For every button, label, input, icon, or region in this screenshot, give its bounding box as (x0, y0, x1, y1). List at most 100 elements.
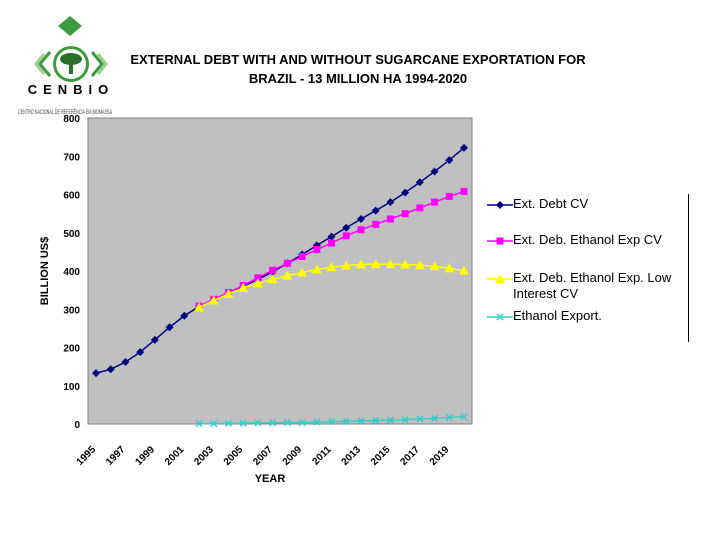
data-point (341, 260, 352, 270)
legend-label: Ext. Deb. Ethanol Exp. Low Interest CV (513, 270, 672, 301)
data-point (429, 261, 440, 271)
data-point (460, 187, 468, 195)
data-point (460, 143, 468, 152)
data-point (356, 214, 365, 223)
y-tick-label: 800 (63, 114, 80, 125)
data-point (298, 418, 306, 427)
data-point (327, 418, 336, 426)
x-tick-label: 2007 (251, 444, 275, 468)
data-point (459, 265, 469, 275)
data-point (297, 267, 308, 277)
data-point (328, 239, 336, 247)
data-point (313, 246, 321, 254)
data-point (150, 335, 159, 344)
data-point (415, 178, 424, 187)
legend-item: Ext. Deb. Ethanol Exp. Low Interest CV (483, 270, 693, 310)
legend-label: Ext. Deb. Ethanol Exp CV (513, 232, 662, 247)
data-point (239, 419, 247, 427)
data-point (416, 415, 424, 423)
y-tick-label: 600 (63, 191, 80, 202)
logo-emblem (34, 16, 108, 82)
data-point (445, 413, 453, 422)
data-point (269, 266, 277, 274)
data-point (224, 419, 233, 427)
legend-item: Ext. Deb. Ethanol Exp CV (483, 232, 693, 272)
data-point (254, 419, 262, 427)
data-point (372, 417, 380, 425)
y-tick-label: 400 (63, 267, 80, 278)
data-point (121, 358, 130, 367)
y-tick-label: 100 (63, 382, 80, 393)
data-point (326, 262, 337, 272)
data-point (430, 167, 439, 176)
chart-title-line-2: BRAZIL - 13 MILLION HA 1994-2020 (248, 71, 468, 86)
data-point (136, 348, 145, 357)
x-tick-label: 2003 (192, 444, 216, 468)
data-point (386, 215, 394, 223)
data-point (267, 274, 278, 284)
legend-marker (487, 313, 513, 321)
data-point (386, 416, 394, 424)
x-tick-label: 2001 (163, 444, 187, 468)
data-point (401, 188, 410, 197)
data-point (208, 295, 219, 305)
logo-name: CENBIO (28, 82, 114, 97)
legend-label: Ethanol Export. (513, 308, 602, 323)
x-tick-label: 2019 (428, 444, 452, 468)
data-point (92, 369, 100, 378)
data-point (342, 417, 350, 425)
data-point (311, 264, 322, 274)
data-point (401, 210, 409, 218)
data-point (355, 259, 366, 269)
data-point (254, 274, 262, 282)
x-tick-label: 1997 (104, 444, 128, 468)
y-axis-label: BILLION US$ (39, 237, 51, 305)
y-tick-label: 300 (63, 305, 80, 316)
data-point (372, 220, 380, 228)
data-point (180, 311, 189, 320)
data-point (298, 252, 306, 260)
data-point (371, 206, 380, 215)
data-point (431, 198, 439, 206)
y-tick-label: 200 (63, 344, 80, 355)
x-tick-label: 1999 (133, 444, 157, 468)
chart-title-line-1: EXTERNAL DEBT WITH AND WITHOUT SUGARCANE… (130, 52, 586, 67)
data-point (401, 416, 409, 424)
data-point (342, 232, 350, 240)
data-point (342, 223, 351, 232)
x-tick-label: 2011 (311, 444, 334, 467)
data-point (357, 417, 365, 425)
x-tick-label: 2005 (222, 444, 246, 468)
data-point (400, 259, 411, 269)
data-point (416, 204, 424, 212)
legend-marker (487, 201, 513, 209)
plot-area (87, 117, 473, 425)
data-point (238, 282, 249, 292)
data-point (165, 323, 174, 332)
data-point (460, 413, 468, 421)
legend-border (688, 194, 689, 342)
data-point (414, 260, 425, 270)
data-point (327, 232, 336, 241)
data-point (357, 226, 365, 234)
data-point (385, 259, 396, 269)
data-point (282, 270, 293, 280)
data-point (445, 192, 453, 200)
x-tick-label: 2015 (369, 444, 393, 468)
legend: Ext. Debt CV Ext. Deb. Ethanol Exp CV Ext.… (483, 190, 693, 342)
data-point (313, 418, 321, 426)
data-point (370, 259, 381, 269)
data-point (445, 156, 454, 165)
x-axis-label: YEAR (255, 473, 286, 485)
y-tick-label: 500 (63, 229, 80, 240)
data-point (269, 419, 277, 427)
data-point (252, 278, 263, 288)
legend-item: Ethanol Export. (483, 308, 693, 348)
cenbio-logo: CENBIO CENTRO NACIONAL DE REFERÊNCIA EM … (18, 16, 114, 116)
legend-marker (487, 274, 513, 283)
data-point (431, 414, 439, 422)
data-point (444, 263, 455, 273)
data-point (210, 420, 218, 428)
legend-label: Ext. Debt CV (513, 196, 589, 211)
